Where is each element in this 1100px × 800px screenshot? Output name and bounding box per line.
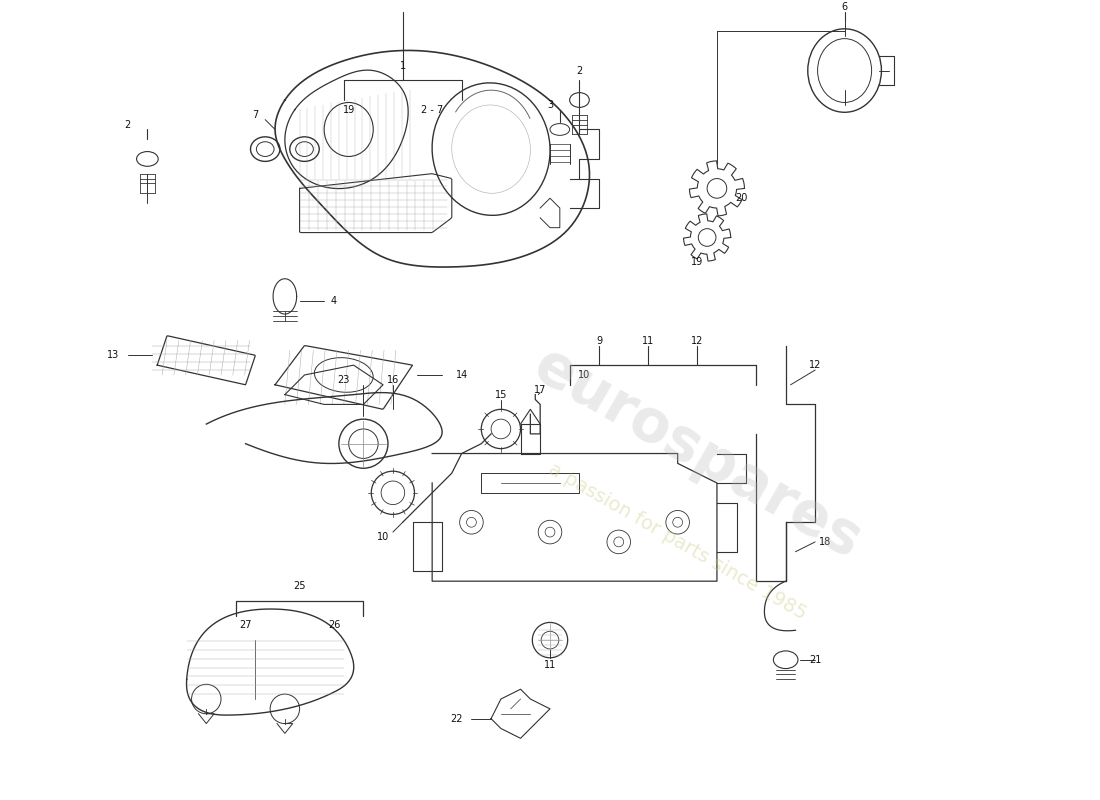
Text: 20: 20	[735, 194, 748, 203]
Text: 2: 2	[124, 119, 131, 130]
Text: 12: 12	[808, 360, 822, 370]
Text: 11: 11	[543, 660, 557, 670]
Text: 17: 17	[534, 385, 547, 394]
Text: 26: 26	[328, 620, 340, 630]
Text: a passion for parts since 1985: a passion for parts since 1985	[546, 460, 810, 624]
Text: 11: 11	[642, 335, 654, 346]
Text: 27: 27	[240, 620, 252, 630]
Text: 12: 12	[691, 335, 704, 346]
Text: 7: 7	[252, 110, 258, 120]
Text: 4: 4	[331, 296, 337, 306]
Text: 15: 15	[495, 390, 507, 400]
Text: 10: 10	[377, 532, 389, 542]
Text: 22: 22	[451, 714, 463, 724]
Text: 9: 9	[596, 335, 602, 346]
Text: 16: 16	[387, 375, 399, 385]
Text: 23: 23	[338, 375, 350, 385]
Text: 25: 25	[294, 581, 306, 591]
Text: 21: 21	[808, 654, 822, 665]
Text: 13: 13	[107, 350, 119, 360]
Text: 6: 6	[842, 2, 848, 12]
Text: 2 - 7: 2 - 7	[421, 105, 443, 115]
Text: 10: 10	[579, 370, 591, 380]
Text: eurospares: eurospares	[524, 337, 871, 570]
Text: 18: 18	[818, 537, 832, 547]
Text: 3: 3	[547, 100, 553, 110]
Text: 2: 2	[576, 66, 583, 75]
Text: 14: 14	[455, 370, 468, 380]
Text: 19: 19	[691, 257, 703, 267]
Text: 19: 19	[342, 105, 355, 115]
Text: 1: 1	[399, 61, 406, 70]
